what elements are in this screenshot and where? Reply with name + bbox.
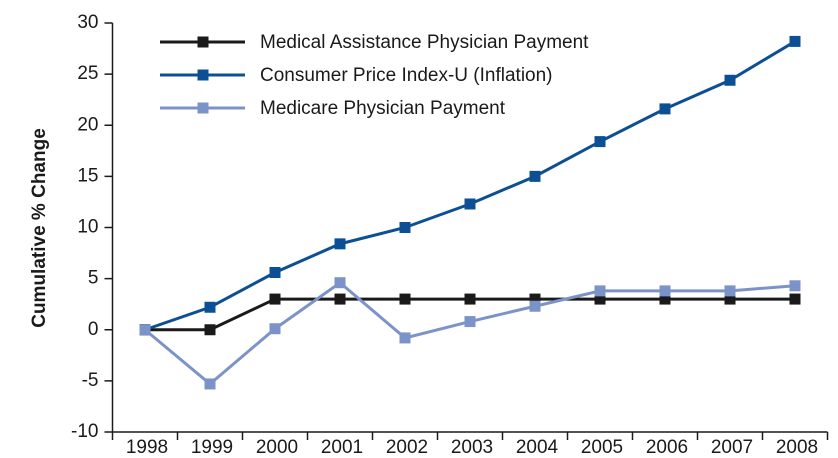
x-tick-label: 2007 — [711, 437, 753, 458]
point-marker — [789, 35, 801, 47]
point-marker — [269, 293, 281, 305]
y-tick-label: 0 — [88, 319, 99, 340]
point-marker — [464, 293, 476, 305]
y-tick-label: -10 — [71, 421, 98, 442]
point-marker — [464, 316, 476, 328]
x-tick-label: 2000 — [256, 437, 298, 458]
x-tick-label: 2003 — [451, 437, 493, 458]
x-tick-label: 2008 — [776, 437, 818, 458]
y-tick-label: 30 — [77, 12, 98, 33]
point-marker — [204, 301, 216, 313]
legend-label: Medicare Physician Payment — [260, 98, 506, 119]
y-axis-label: Cumulative % Change — [29, 128, 50, 328]
point-marker — [529, 300, 541, 312]
point-marker — [334, 293, 346, 305]
point-marker — [269, 323, 281, 335]
y-tick-label: 10 — [77, 217, 98, 238]
point-marker — [399, 293, 411, 305]
point-marker — [594, 136, 606, 148]
x-tick-label: 2002 — [386, 437, 428, 458]
y-tick-label: 25 — [77, 63, 98, 84]
point-marker — [334, 238, 346, 250]
point-marker — [659, 103, 671, 115]
point-marker — [594, 293, 606, 305]
point-marker — [464, 198, 476, 210]
point-marker — [659, 293, 671, 305]
point-marker — [139, 324, 151, 336]
point-marker — [724, 285, 736, 297]
y-tick-label: 5 — [88, 268, 99, 289]
point-marker — [399, 332, 411, 344]
point-marker — [789, 280, 801, 292]
point-marker — [529, 293, 541, 305]
legend-marker — [197, 102, 209, 114]
legend-marker — [197, 36, 209, 48]
x-tick-label: 2005 — [581, 437, 623, 458]
point-marker — [269, 266, 281, 278]
point-marker — [529, 170, 541, 182]
x-tick-label: 2006 — [646, 437, 688, 458]
legend-label: Medical Assistance Physician Payment — [260, 32, 589, 53]
x-tick-label: 2004 — [516, 437, 559, 458]
x-tick-label: 1998 — [126, 437, 168, 458]
point-marker — [399, 222, 411, 233]
point-marker — [594, 285, 606, 297]
point-marker — [724, 74, 736, 86]
point-marker — [334, 277, 346, 289]
point-marker — [659, 285, 671, 297]
x-tick-label: 2001 — [321, 437, 363, 458]
y-tick-label: 20 — [77, 114, 98, 135]
y-tick-label: -5 — [82, 370, 99, 391]
legend-marker — [197, 69, 209, 81]
x-tick-label: 1999 — [191, 437, 233, 458]
point-marker — [204, 324, 216, 336]
point-marker — [789, 293, 801, 305]
y-tick-label: 15 — [77, 165, 98, 186]
point-marker — [724, 293, 736, 305]
legend-label: Consumer Price Index-U (Inflation) — [260, 65, 553, 86]
point-marker — [204, 378, 216, 390]
